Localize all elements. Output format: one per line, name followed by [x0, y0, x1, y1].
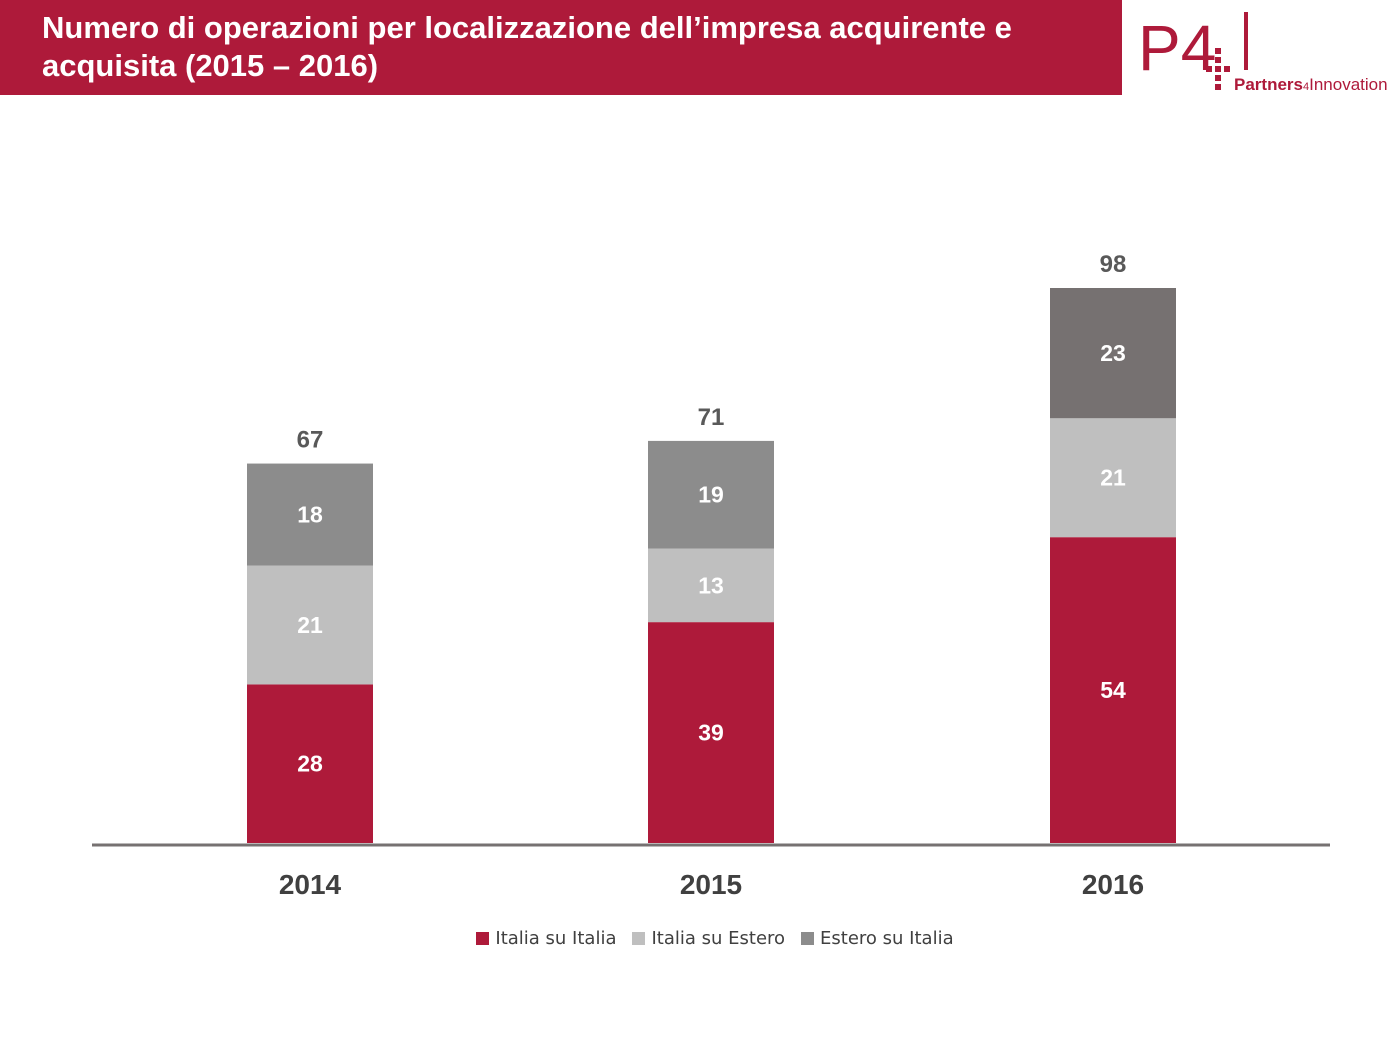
logo-name-rest: Innovation [1309, 75, 1388, 94]
data-label-2014-0: 28 [297, 751, 323, 777]
data-label-2015-2: 19 [698, 482, 724, 508]
data-label-2016-1: 21 [1100, 465, 1126, 491]
logo-mark: P4 [1138, 12, 1216, 84]
x-tick-label-2014: 2014 [279, 869, 342, 900]
page-title: Numero di operazioni per localizzazione … [42, 10, 1012, 83]
legend-item-2: Estero su Italia [801, 926, 954, 950]
data-label-2016-0: 54 [1100, 677, 1126, 703]
data-label-2015-0: 39 [698, 720, 724, 746]
bar-segment-2016-1 [1050, 418, 1176, 538]
total-label-2015: 71 [698, 404, 725, 431]
logo-name-bold: Partners [1234, 75, 1303, 94]
legend-swatch-1 [632, 931, 646, 945]
logo-name-sub: 4 [1302, 81, 1310, 93]
bar-segment-2016-2 [1050, 288, 1176, 419]
data-label-2016-2: 23 [1100, 340, 1126, 366]
p4i-logo: P4 [1138, 12, 1248, 90]
bar-segment-2015-2 [648, 440, 774, 549]
legend-label-2: Estero su Italia [820, 927, 954, 949]
legend-label-0: Italia su Italia [495, 927, 617, 949]
legend-label-1: Italia su Estero [651, 927, 786, 949]
legend-item-1: Italia su Estero [632, 926, 785, 950]
legend-item-0: Italia su Italia [476, 926, 616, 950]
x-tick-label-2015: 2015 [680, 869, 742, 900]
data-label-2014-2: 18 [297, 502, 323, 528]
legend-swatch-0 [476, 931, 490, 945]
legend-swatch-2 [801, 931, 815, 945]
title-bar: Numero di operazioni per localizzazione … [0, 0, 1122, 95]
bar-segment-2016-0 [1050, 537, 1176, 843]
bar-segment-2014-2 [247, 463, 373, 566]
data-label-2015-1: 13 [698, 572, 724, 598]
data-label-2014-1: 21 [297, 612, 323, 638]
bar-segment-2014-1 [247, 565, 373, 685]
chart-legend: Italia su Italia Italia su Estero Estero s… [0, 926, 1400, 950]
x-tick-label-2016: 2016 [1082, 869, 1144, 900]
total-label-2014: 67 [297, 427, 324, 454]
total-label-2016: 98 [1100, 251, 1127, 278]
bar-segment-2014-0 [247, 684, 373, 843]
logo-wordmark: Partners4Innovation [1234, 75, 1388, 97]
bar-segment-2015-1 [648, 548, 774, 623]
bar-segment-2015-0 [648, 622, 774, 843]
